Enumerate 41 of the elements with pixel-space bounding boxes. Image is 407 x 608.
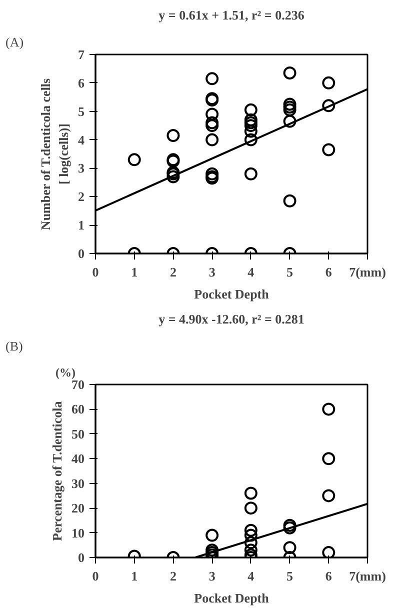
x-tick-label: 2 — [170, 568, 176, 584]
y-tick-label: 50 — [72, 426, 84, 442]
x-tick-label: 5 — [286, 264, 294, 280]
y-tick-label: 2 — [78, 189, 84, 204]
x-axis-title: Pocket Depth — [194, 590, 270, 606]
x-tick-label: 3 — [208, 264, 216, 280]
x-tick-label: 4 — [248, 568, 255, 584]
x-tick-label: 5 — [286, 568, 294, 584]
x-tick-label: 7(mm) — [349, 568, 386, 584]
y-tick-label: 60 — [72, 402, 84, 417]
y-tick-label: 70 — [72, 377, 84, 392]
y-tick-label: 30 — [72, 476, 84, 491]
y-tick-label: 6 — [78, 75, 85, 90]
y-tick-label: 3 — [78, 160, 85, 176]
x-tick-label: 2 — [170, 264, 176, 280]
x-tick-label: 0 — [92, 264, 99, 280]
x-tick-label: 6 — [325, 264, 332, 280]
y-tick-label: 0 — [78, 550, 84, 565]
x-tick-label: 6 — [325, 568, 332, 584]
x-tick-label: 0 — [92, 568, 99, 584]
x-tick-label: 4 — [248, 264, 255, 280]
y-axis-title: Percentage of T.denticola — [50, 400, 64, 541]
x-tick-label: 1 — [131, 568, 138, 584]
y-tick-label: 20 — [72, 500, 84, 516]
y-tick-label: 4 — [78, 132, 85, 148]
chart-title: y = 4.90x -12.60, r² = 0.281 — [158, 312, 304, 326]
y-tick-label: 0 — [78, 246, 84, 261]
y-tick-label: 5 — [78, 104, 85, 119]
x-tick-label: 1 — [131, 264, 138, 280]
text: (A) — [6, 34, 24, 50]
y-tick-label: 7 — [78, 47, 85, 62]
y-axis-title: Number of T.denticola cells [ log(cells)] — [38, 78, 71, 230]
x-tick-label: 3 — [208, 568, 216, 584]
y-tick-label: 10 — [72, 525, 84, 540]
text: (B) — [6, 338, 23, 354]
chart-title: y = 0.61x + 1.51, r² = 0.236 — [158, 8, 305, 22]
y-tick-label: 40 — [72, 451, 84, 466]
x-tick-label: 7(mm) — [349, 264, 386, 280]
text: (%) — [56, 366, 76, 380]
y-tick-label: 1 — [78, 218, 84, 233]
x-axis-title: Pocket Depth — [194, 286, 270, 302]
